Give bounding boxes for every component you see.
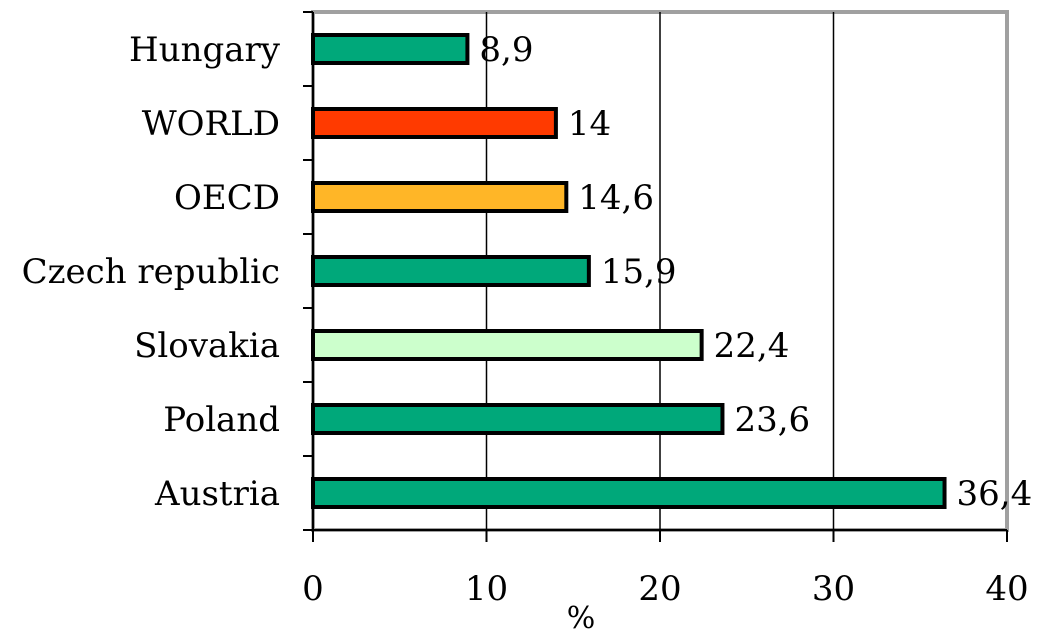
- data-label: 15,9: [601, 252, 677, 292]
- category-label: Poland: [163, 400, 280, 440]
- category-label: Slovakia: [134, 326, 280, 366]
- data-label: 23,6: [734, 400, 810, 440]
- category-label: Czech republic: [22, 252, 280, 292]
- x-axis-title: %: [567, 601, 596, 632]
- data-label: 8,9: [479, 30, 533, 70]
- category-label: Hungary: [129, 30, 281, 70]
- data-label: 36,4: [957, 474, 1033, 514]
- x-tick-label: 0: [302, 569, 324, 609]
- bar-hungary: [311, 33, 470, 65]
- bar-slovakia: [311, 329, 704, 361]
- data-label: 22,4: [714, 326, 790, 366]
- bar-poland: [311, 403, 725, 435]
- bar-oecd: [311, 181, 569, 213]
- category-label: Austria: [154, 474, 280, 514]
- x-tick-label: 40: [985, 569, 1028, 609]
- bar-czech-republic: [311, 255, 591, 287]
- category-label: OECD: [174, 178, 280, 218]
- x-tick-label: 10: [465, 569, 508, 609]
- bar-austria: [311, 477, 947, 509]
- x-tick-label: 20: [638, 569, 681, 609]
- data-label: 14,6: [578, 178, 654, 218]
- bar-world: [311, 107, 558, 139]
- x-tick-label: 30: [812, 569, 855, 609]
- category-label: WORLD: [142, 104, 280, 144]
- data-label: 14: [568, 104, 611, 144]
